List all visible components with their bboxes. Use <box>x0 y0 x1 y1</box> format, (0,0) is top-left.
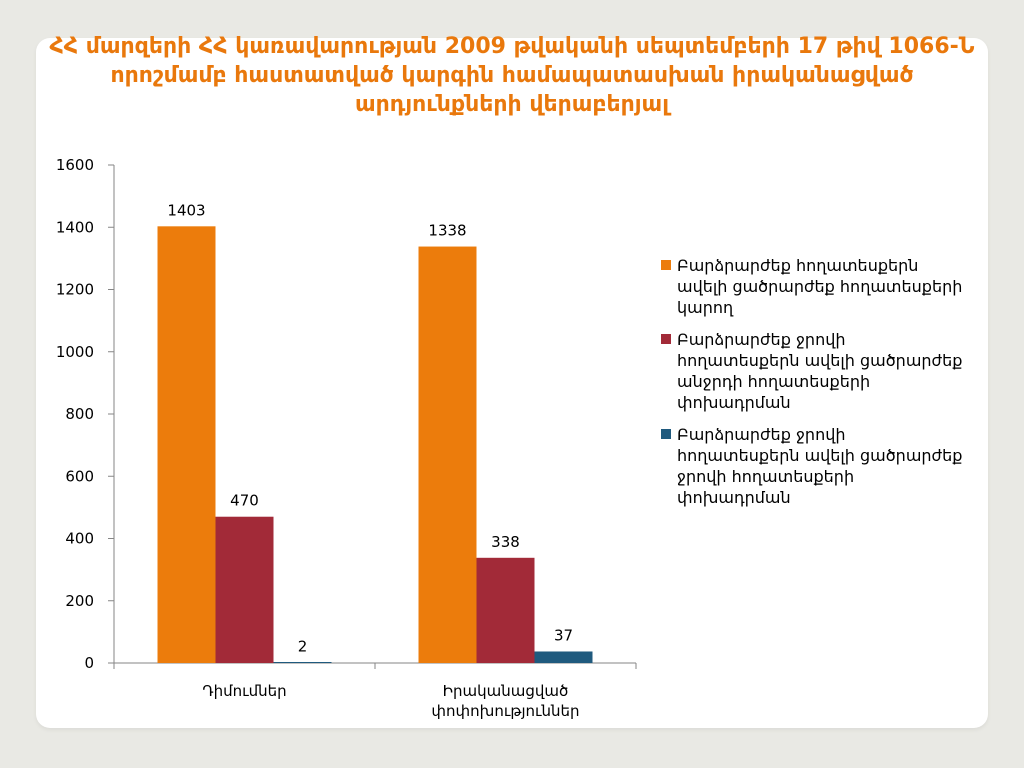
bar-2-2 <box>476 557 535 663</box>
data-label: 1403 <box>167 201 205 219</box>
y-tick-label: 1200 <box>56 281 94 299</box>
legend-label-series-2: Բարձրարժեք ջրովի հողատեսքերն ավելի ցածրա… <box>677 330 963 412</box>
bar-3-2 <box>534 651 593 663</box>
chart-labels: 1403 470 2 Դիմումներ 1338 338 37 Իրականացված փոփ… <box>167 201 579 720</box>
legend-item-series-3: Բարձրարժեք ջրովի հողատեսքերն ավելի ցածրա… <box>660 424 970 508</box>
y-tick-label: 600 <box>65 467 94 485</box>
y-tick-label: 0 <box>84 654 94 672</box>
data-label: 37 <box>554 626 573 644</box>
legend-swatch-series-1 <box>661 260 671 270</box>
legend-swatch-series-2 <box>661 334 671 344</box>
bar-1-2 <box>418 246 477 664</box>
data-label: 470 <box>230 492 259 510</box>
data-label: 1338 <box>428 222 466 240</box>
y-tick-label: 800 <box>65 405 94 423</box>
chart-bars <box>157 226 593 664</box>
y-tick-label: 200 <box>65 592 94 610</box>
data-label: 2 <box>298 637 308 655</box>
legend-label-series-3: Բարձրարժեք ջրովի հողատեսքերն ավելի ցածրա… <box>677 425 963 507</box>
chart-legend: Բարձրարժեք հողատեսքերն ավելի ցածրարժեք հ… <box>660 255 970 519</box>
x-category-label: Դիմումներ <box>202 682 286 700</box>
legend-item-series-2: Բարձրարժեք ջրովի հողատեսքերն ավելի ցածրա… <box>660 329 970 413</box>
bar-2-1 <box>215 516 274 663</box>
chart-axes: 0 200 400 600 800 1000 1200 1400 1600 <box>56 156 637 672</box>
y-tick-label: 400 <box>65 530 94 548</box>
bar-3-1 <box>273 662 332 663</box>
chart-title: ՀՀ մարզերի ՀՀ կառավարության 2009 թվականի… <box>49 34 975 117</box>
data-label: 338 <box>491 533 520 551</box>
x-category-label: Իրականացված փոփոխություններ <box>431 682 579 720</box>
y-tick-label: 1400 <box>56 218 94 236</box>
y-tick-label: 1600 <box>56 156 94 174</box>
legend-label-series-1: Բարձրարժեք հողատեսքերն ավելի ցածրարժեք հ… <box>677 256 963 317</box>
y-tick-label: 1000 <box>56 343 94 361</box>
bar-1-1 <box>157 226 216 663</box>
legend-swatch-series-3 <box>661 429 671 439</box>
legend-item-series-1: Բարձրարժեք հողատեսքերն ավելի ցածրարժեք հ… <box>660 255 970 318</box>
